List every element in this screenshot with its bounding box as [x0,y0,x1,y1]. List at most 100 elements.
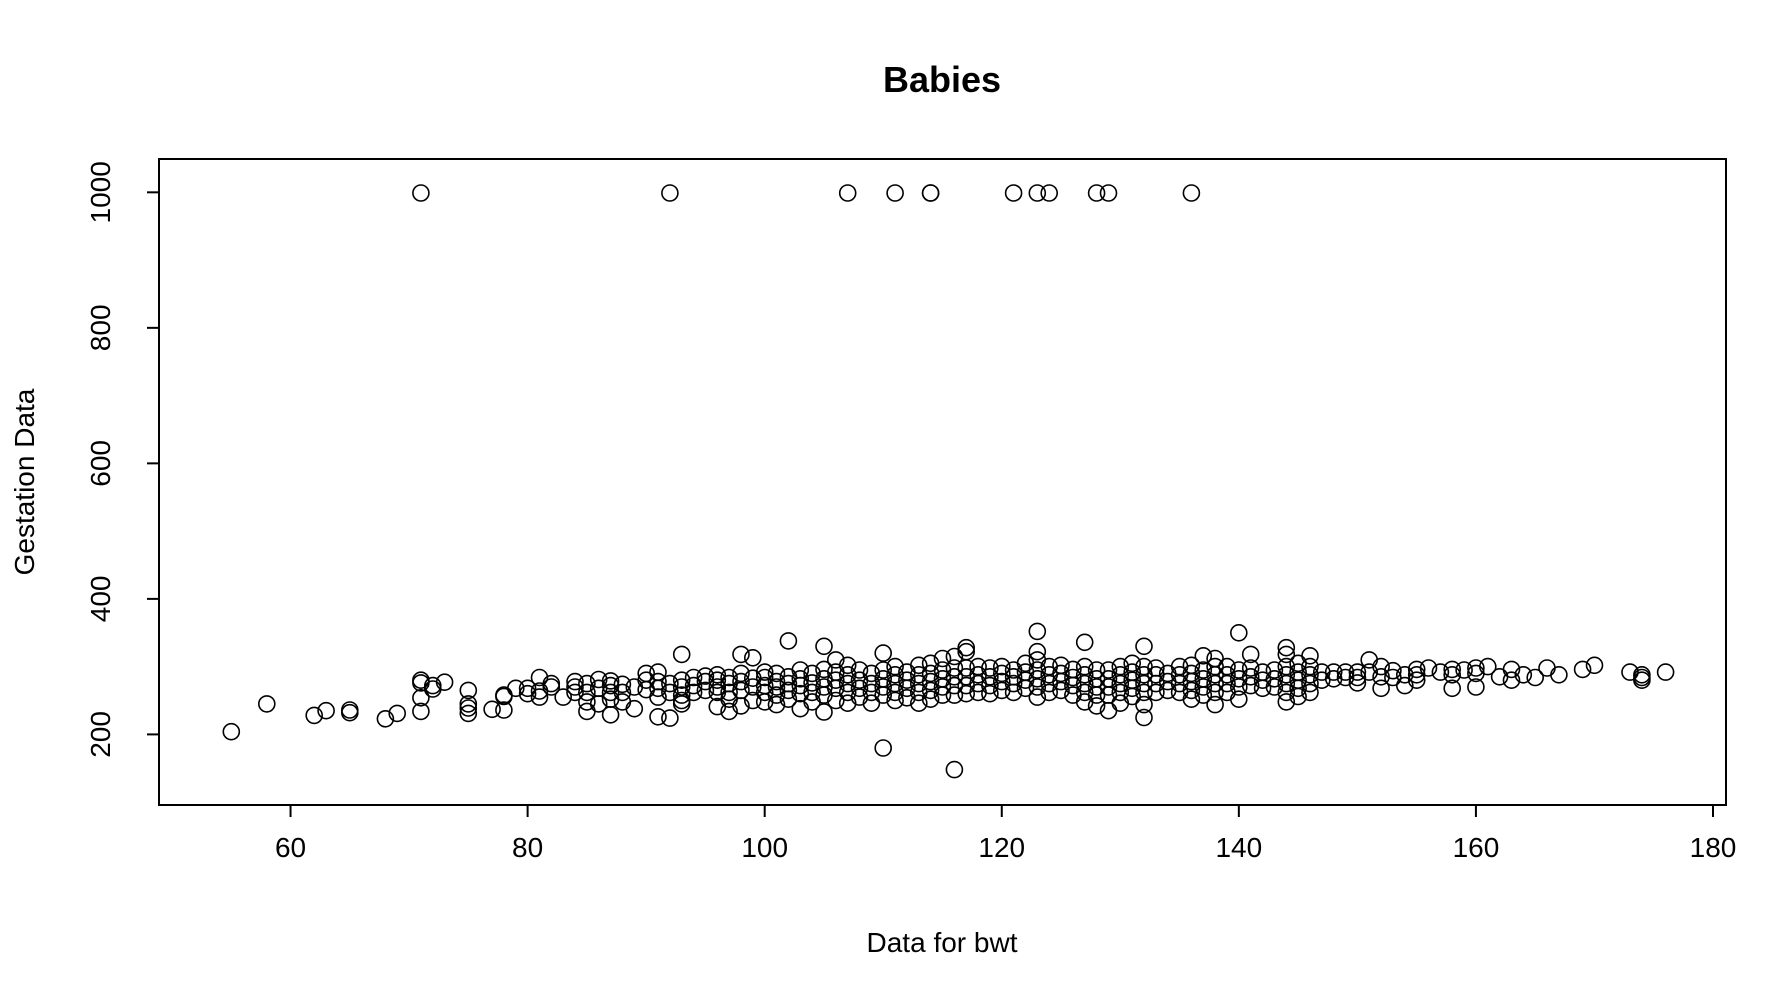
data-point [1087,661,1106,679]
data-point [661,674,679,693]
data-point [1573,660,1592,679]
data-point [1265,661,1284,679]
data-point [1384,661,1402,680]
data-point [1064,660,1082,679]
data-point [1407,671,1426,690]
data-point [566,672,584,691]
data-point [1135,657,1153,676]
data-point [945,676,964,695]
data-point [412,688,430,707]
data-point [305,706,324,725]
data-point [838,674,857,693]
data-point [578,702,596,721]
data-point [1075,657,1094,676]
data-point [1182,690,1201,709]
data-point [412,671,430,690]
data-point [921,672,940,691]
data-point [257,695,276,713]
data-point [1301,683,1319,702]
data-point [495,686,513,704]
data-point [1336,663,1355,681]
data-point [412,184,430,202]
data-point [732,681,750,700]
data-point [412,702,430,721]
data-point [1301,646,1319,665]
data-point [1111,657,1130,676]
data-point [992,657,1011,676]
data-point [1396,665,1414,684]
data-point [933,678,952,696]
data-point [874,644,893,662]
data-point [1206,695,1224,714]
data-point [909,656,928,675]
data-point [1123,663,1141,681]
data-point [1455,661,1473,679]
data-point [767,695,786,714]
data-point [862,694,881,713]
data-point [1075,665,1094,684]
data-point [755,663,774,681]
data-point [1028,642,1047,661]
data-point [459,681,478,700]
data-point [1241,667,1260,686]
data-point [340,701,359,719]
data-point [755,668,774,687]
data-point [957,684,976,703]
data-point [1182,681,1201,700]
data-point [850,679,869,698]
data-point [732,672,750,691]
x-tick-label: 80 [512,832,543,863]
data-point [506,679,525,698]
data-point [720,690,738,709]
y-axis: 200 400 600 800 1000 [85,161,160,758]
data-point [684,683,703,702]
data-point [1277,674,1296,693]
data-point [1265,669,1284,688]
data-point [981,684,999,703]
data-point [459,699,478,717]
data-point [1206,683,1224,702]
data-point [1301,665,1319,684]
data-point [483,700,501,719]
data-point [1111,665,1130,684]
data-point [981,676,999,695]
data-point [767,672,786,691]
data-point [1099,661,1118,679]
data-point [1336,668,1355,687]
data-point [874,739,893,757]
y-tick-label: 400 [85,576,116,623]
data-point [578,683,596,702]
data-point [1656,663,1675,681]
data-point [1182,656,1201,675]
data-point [921,681,940,700]
data-point [826,671,845,690]
y-tick-label: 800 [85,304,116,351]
data-point [838,665,857,684]
data-point [376,709,395,728]
data-point [1135,708,1153,727]
data-point [1313,671,1331,690]
data-point [945,659,964,677]
data-point [696,681,715,700]
data-point [1194,678,1213,696]
data-point [1230,678,1248,696]
data-point [530,688,549,706]
data-point [981,659,999,677]
data-point [222,722,241,741]
data-point [459,695,478,713]
data-point [957,638,976,657]
data-point [1372,679,1390,698]
x-axis: 60 80 100 120 140 160 180 [275,804,1736,863]
data-point [1087,678,1106,696]
data-point [791,699,810,718]
data-point [1182,184,1201,202]
data-point [578,693,596,711]
data-point [921,664,940,683]
data-point [1123,671,1141,690]
data-point [720,683,738,702]
data-point [649,663,667,681]
data-point [708,678,727,696]
data-point [1348,674,1367,692]
data-point [1407,660,1426,679]
data-point [850,661,869,679]
